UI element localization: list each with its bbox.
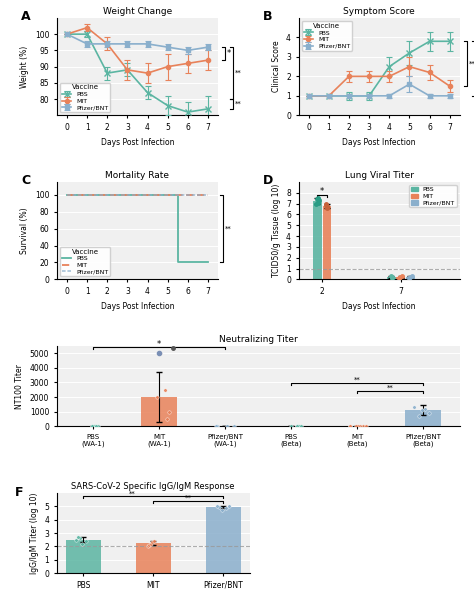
Title: Lung Viral Titer: Lung Viral Titer — [345, 171, 414, 180]
Text: **: ** — [469, 61, 474, 67]
Bar — [387, 276, 396, 279]
PBS — [175, 191, 181, 198]
Text: **: ** — [354, 377, 361, 383]
X-axis label: Days Post Infection: Days Post Infection — [342, 301, 416, 310]
Text: *: * — [227, 49, 231, 58]
Title: Symptom Score: Symptom Score — [343, 7, 415, 16]
Legend: PBS, MIT, Pfizer/BNT: PBS, MIT, Pfizer/BNT — [60, 247, 110, 276]
Title: Neutralizing Titer: Neutralizing Titer — [219, 335, 298, 344]
Legend: PBS, MIT, Pfizer/BNT: PBS, MIT, Pfizer/BNT — [60, 82, 110, 112]
PBS — [175, 259, 181, 266]
PBS — [205, 259, 211, 266]
Bar — [141, 397, 177, 426]
PBS — [64, 191, 70, 198]
Bar — [406, 276, 415, 279]
Y-axis label: TCID50/g Tissue (log 10): TCID50/g Tissue (log 10) — [272, 184, 281, 278]
Text: C: C — [21, 174, 30, 187]
X-axis label: Days Post Infection: Days Post Infection — [342, 137, 416, 146]
Text: A: A — [21, 10, 31, 23]
X-axis label: Days Post Infection: Days Post Infection — [100, 301, 174, 310]
Text: **: ** — [235, 101, 242, 107]
Y-axis label: IgG/IgM Titer (log 10): IgG/IgM Titer (log 10) — [30, 493, 39, 574]
Bar — [136, 543, 171, 573]
Text: *: * — [157, 340, 162, 349]
Text: **: ** — [185, 495, 191, 501]
Bar — [206, 507, 241, 573]
Legend: PBS, MIT, Pfizer/BNT: PBS, MIT, Pfizer/BNT — [410, 185, 456, 208]
Text: B: B — [263, 10, 273, 23]
Line: PBS: PBS — [67, 195, 208, 263]
Text: *: * — [320, 187, 324, 196]
X-axis label: Days Post Infection: Days Post Infection — [100, 137, 174, 146]
Text: D: D — [263, 174, 273, 187]
Text: **: ** — [225, 226, 232, 232]
Bar — [313, 201, 322, 279]
Text: **: ** — [387, 384, 394, 390]
Y-axis label: Weight (%): Weight (%) — [20, 45, 29, 88]
Y-axis label: NT100 Titer: NT100 Titer — [15, 364, 24, 408]
Legend: PBS, MIT, Pfizer/BNT: PBS, MIT, Pfizer/BNT — [302, 21, 352, 51]
Y-axis label: Clinical Score: Clinical Score — [272, 41, 281, 93]
Bar — [323, 206, 331, 279]
Bar — [396, 276, 405, 279]
Text: **: ** — [235, 70, 242, 76]
Text: F: F — [15, 487, 23, 500]
Title: Mortality Rate: Mortality Rate — [105, 171, 170, 180]
Title: Weight Change: Weight Change — [103, 7, 172, 16]
Y-axis label: Survival (%): Survival (%) — [20, 207, 29, 254]
Title: SARS-CoV-2 Specific IgG/IgM Response: SARS-CoV-2 Specific IgG/IgM Response — [72, 482, 235, 491]
Text: **: ** — [129, 490, 136, 496]
Bar — [405, 410, 441, 426]
Bar — [65, 540, 100, 573]
